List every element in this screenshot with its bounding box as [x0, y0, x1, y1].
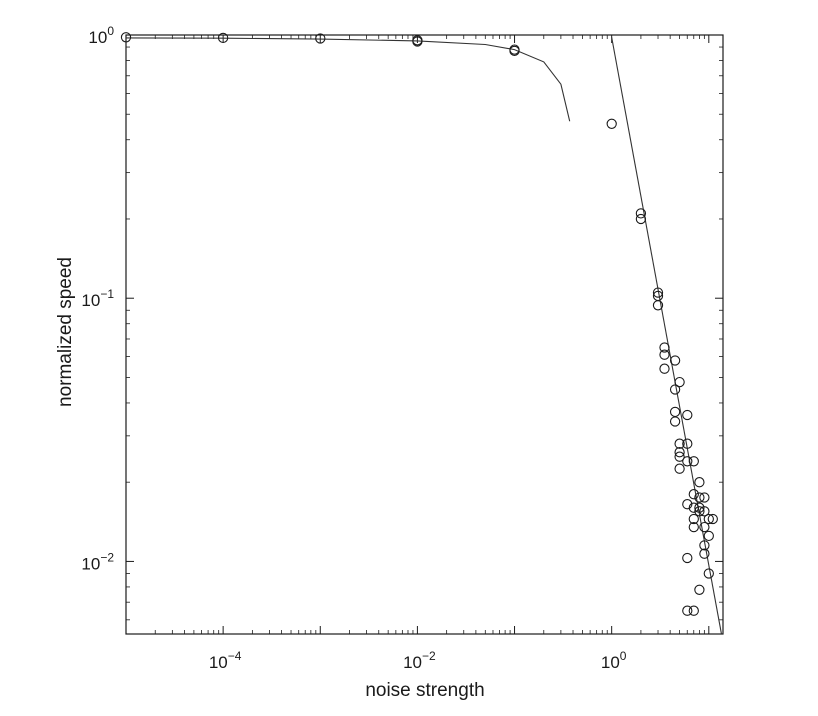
data-points	[120, 32, 718, 616]
data-point	[669, 384, 681, 395]
fit-line	[611, 37, 723, 635]
axis-ticks	[125, 34, 723, 634]
x-tick-label: 100	[601, 649, 627, 672]
y-tick-label: 100	[88, 24, 114, 47]
data-point	[682, 409, 693, 421]
data-point	[682, 456, 693, 467]
data-point	[694, 492, 705, 503]
data-point	[509, 45, 520, 57]
data-point	[703, 568, 714, 579]
data-point	[412, 36, 423, 47]
data-point	[699, 521, 710, 533]
data-point	[707, 513, 718, 525]
data-point	[674, 438, 685, 449]
data-point	[688, 605, 699, 616]
data-point	[682, 552, 693, 564]
data-point	[674, 463, 685, 474]
data-point	[688, 456, 699, 467]
fit-curve	[125, 37, 571, 122]
data-point	[688, 521, 699, 533]
data-point	[635, 208, 647, 219]
y-tick-label: 10−1	[81, 287, 114, 310]
data-point	[659, 363, 670, 374]
data-point	[682, 438, 693, 449]
data-point	[120, 32, 132, 43]
data-point	[688, 502, 699, 513]
data-point	[669, 355, 681, 366]
data-point	[669, 416, 681, 427]
data-point	[699, 492, 710, 503]
data-point	[674, 376, 685, 388]
x-tick-label: 10−4	[209, 649, 242, 672]
plot-frame	[125, 34, 724, 635]
data-point	[682, 605, 693, 616]
data-point	[694, 506, 705, 517]
data-point	[315, 33, 326, 44]
data-point	[703, 513, 714, 525]
x-axis-title: noise strength	[365, 680, 484, 701]
data-point	[659, 342, 670, 353]
data-point	[217, 32, 229, 44]
data-point	[674, 447, 685, 458]
data-point	[652, 300, 664, 311]
fit-lines	[125, 37, 723, 635]
data-point	[703, 530, 714, 542]
y-axis-title: normalized speed	[55, 257, 76, 407]
y-tick-label: 10−2	[81, 550, 114, 573]
data-point	[635, 213, 647, 225]
data-point	[699, 506, 710, 517]
data-point	[688, 513, 699, 525]
data-point	[674, 451, 685, 462]
data-point	[652, 287, 664, 298]
data-point	[606, 118, 617, 129]
tick-labels: 10−4 10−2 100 100 10−1 10−2	[81, 24, 626, 672]
x-tick-label: 10−2	[403, 649, 436, 672]
data-point	[699, 540, 710, 551]
data-point	[694, 584, 705, 595]
data-point	[688, 489, 699, 500]
data-point	[694, 477, 705, 488]
data-point	[682, 499, 693, 510]
data-point	[669, 406, 681, 418]
data-point	[699, 548, 710, 559]
data-point	[659, 349, 670, 360]
